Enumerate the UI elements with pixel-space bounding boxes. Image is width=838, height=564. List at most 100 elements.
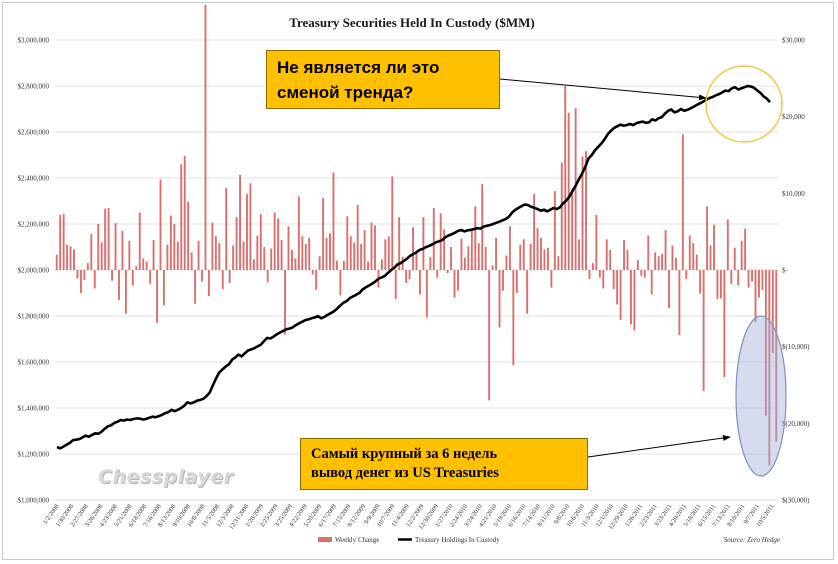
weekly-change-bar — [100, 242, 103, 270]
weekly-change-bar — [339, 270, 342, 296]
right-tick-label: $(10,000) — [782, 343, 810, 351]
weekly-change-bar — [488, 270, 491, 401]
weekly-change-bar — [93, 270, 96, 289]
weekly-change-bar — [277, 218, 280, 270]
holdings-line — [56, 84, 771, 450]
weekly-change-bar — [681, 134, 684, 270]
weekly-change-bar — [619, 270, 622, 320]
largest-outflow-callout: Самый крупный за 6 недель вывод денег из… — [300, 438, 588, 490]
weekly-change-bar — [733, 247, 736, 270]
weekly-change-bar — [595, 214, 598, 270]
weekly-change-bar — [630, 270, 632, 325]
weekly-change-bar — [713, 224, 715, 270]
weekly-change-bar — [259, 214, 262, 270]
weekly-change-bar — [149, 270, 152, 284]
weekly-change-bar — [342, 260, 345, 270]
weekly-change-bar — [221, 270, 224, 290]
weekly-change-bar — [775, 270, 778, 442]
left-tick-label: $2,000,000 — [18, 267, 50, 275]
weekly-change-bar — [557, 256, 560, 270]
weekly-change-bar — [470, 228, 473, 270]
weekly-change-bar — [522, 239, 525, 270]
weekly-change-bar — [176, 241, 179, 270]
weekly-change-bar — [297, 196, 300, 270]
weekly-change-bar — [512, 270, 515, 366]
weekly-change-bar — [706, 206, 709, 270]
weekly-change-bar — [740, 240, 743, 270]
left-tick-label: $1,000,000 — [18, 497, 50, 505]
weekly-change-bar — [751, 270, 753, 282]
weekly-change-bar — [252, 259, 255, 270]
right-tick-label: $20,000 — [782, 113, 805, 121]
weekly-change-bar — [311, 270, 314, 275]
weekly-change-bar — [180, 164, 183, 270]
weekly-change-bar — [602, 270, 605, 289]
weekly-change-bars — [55, 4, 778, 466]
weekly-change-bar — [107, 207, 110, 270]
left-tick-label: $2,600,000 — [18, 129, 50, 137]
callout-line: вывод денег из US Treasuries — [311, 465, 499, 481]
right-tick-label: $- — [782, 267, 789, 275]
weekly-change-bar — [761, 270, 764, 290]
weekly-change-bar — [349, 236, 352, 270]
weekly-change-bar — [688, 235, 691, 270]
weekly-change-bar — [194, 270, 197, 304]
weekly-change-bar — [225, 187, 228, 270]
weekly-change-bar — [90, 233, 93, 270]
weekly-change-bar — [256, 235, 259, 270]
x-axis: 1/2/20081/30/20082/27/20083/26/20084/23/… — [42, 503, 776, 531]
left-tick-label: $1,200,000 — [18, 451, 50, 459]
weekly-change-bar — [332, 172, 335, 270]
weekly-change-bar — [612, 270, 615, 290]
weekly-change-bar — [201, 270, 203, 282]
weekly-change-bar — [450, 247, 453, 270]
weekly-change-bar — [183, 155, 186, 270]
weekly-change-bar — [370, 222, 373, 270]
weekly-change-bar — [138, 212, 141, 270]
weekly-change-bar — [474, 206, 477, 270]
weekly-change-bar — [664, 230, 667, 270]
weekly-change-bar — [591, 263, 594, 270]
weekly-change-bar — [695, 254, 698, 270]
weekly-change-bar — [163, 270, 165, 306]
right-axis: $(30,000) $(20,000) $(10,000) $- $10,000 $20,… — [782, 37, 810, 505]
weekly-change-bar — [574, 108, 577, 270]
weekly-change-bar — [654, 252, 657, 270]
gridlines — [55, 39, 778, 501]
holdings-line-layer — [56, 84, 771, 450]
weekly-change-bar — [443, 229, 446, 270]
weekly-change-bar — [145, 261, 148, 270]
weekly-change-bar — [294, 258, 297, 270]
weekly-change-bar — [585, 151, 587, 270]
weekly-change-bar — [571, 188, 574, 270]
weekly-change-bar — [723, 270, 726, 378]
weekly-change-bar — [97, 224, 100, 270]
source-label: Source: Zero Hedge — [724, 536, 780, 544]
weekly-change-bar — [578, 239, 581, 270]
weekly-change-bar — [266, 270, 269, 283]
weekly-change-bar — [214, 236, 217, 270]
weekly-change-bar — [55, 254, 58, 270]
weekly-change-bar — [59, 214, 62, 270]
weekly-change-bar — [121, 230, 124, 270]
weekly-change-bar — [346, 216, 349, 270]
weekly-change-bar — [758, 270, 760, 298]
weekly-change-bar — [533, 194, 536, 270]
weekly-change-bar — [152, 240, 155, 270]
weekly-change-bar — [550, 270, 553, 288]
weekly-change-bar — [246, 194, 248, 270]
weekly-change-bar — [239, 174, 242, 270]
weekly-change-bar — [626, 250, 629, 270]
left-tick-label: $1,400,000 — [18, 405, 50, 413]
highlight-ellipse — [735, 315, 787, 477]
weekly-change-bar — [280, 240, 283, 270]
highlight-circle — [705, 65, 783, 143]
weekly-change-bar — [207, 270, 210, 297]
weekly-change-bar — [495, 237, 497, 270]
weekly-change-bar — [484, 247, 487, 270]
weekly-change-bar — [498, 270, 501, 328]
weekly-change-bar — [79, 270, 82, 293]
weekly-change-bar — [453, 270, 456, 298]
weekly-change-bar — [367, 261, 370, 270]
weekly-change-bar — [771, 270, 774, 353]
